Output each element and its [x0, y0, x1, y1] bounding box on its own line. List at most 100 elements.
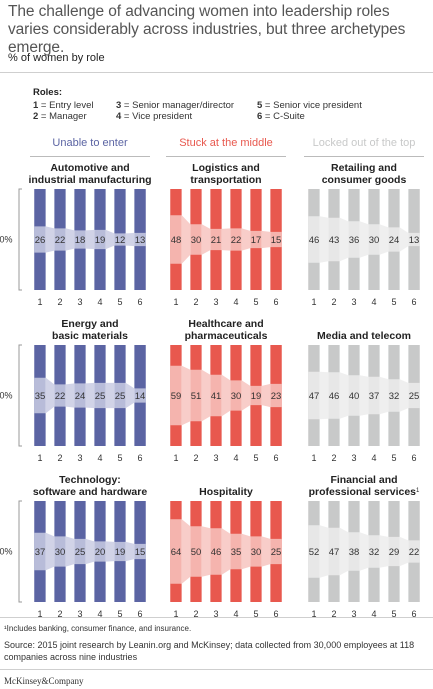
tick-label: 5 — [391, 297, 396, 307]
tick-label: 3 — [351, 297, 356, 307]
data-label: 47 — [309, 391, 320, 402]
tick-label: 6 — [137, 609, 142, 619]
data-label: 46 — [211, 547, 222, 558]
axis-label: 100% — [0, 235, 13, 245]
share-band-link — [359, 375, 369, 416]
tick-label: 5 — [117, 453, 122, 463]
data-label: 15 — [135, 547, 146, 558]
data-label: 13 — [409, 235, 420, 246]
chart-title-line: basic materials — [52, 330, 128, 342]
tick-label: 6 — [273, 609, 278, 619]
data-label: 26 — [35, 235, 46, 246]
tick-label: 2 — [331, 453, 336, 463]
column-divider — [30, 156, 150, 157]
data-label: 24 — [75, 391, 86, 402]
data-label: 47 — [329, 547, 340, 558]
data-label: 30 — [251, 547, 262, 558]
tick-label: 4 — [233, 297, 238, 307]
tick-label: 2 — [57, 453, 62, 463]
footnote: ¹Includes banking, consumer finance, and… — [4, 624, 192, 633]
tick-label: 1 — [311, 453, 316, 463]
share-band-link — [221, 228, 231, 251]
data-label: 35 — [35, 391, 46, 402]
axis-bracket — [18, 500, 22, 603]
share-band-link — [201, 526, 211, 577]
tick-label: 4 — [371, 453, 376, 463]
data-label: 32 — [389, 391, 400, 402]
data-label: 25 — [75, 547, 86, 558]
legend-label: = Senior manager/director — [121, 100, 235, 111]
share-band-link — [45, 532, 55, 571]
legend-heading: Roles: — [33, 87, 63, 98]
axis-bracket — [18, 188, 22, 291]
legend-label: = Entry level — [38, 100, 94, 111]
tick-label: 4 — [233, 609, 238, 619]
legend-num: 3 — [116, 100, 122, 111]
tick-label: 1 — [311, 297, 316, 307]
tick-label: 3 — [77, 297, 82, 307]
tick-label: 1 — [37, 453, 42, 463]
share-band-link — [181, 365, 191, 426]
column-divider — [304, 156, 424, 157]
tick-label: 2 — [57, 297, 62, 307]
share-band-link — [241, 228, 251, 251]
data-label: 48 — [171, 235, 182, 246]
data-label: 24 — [389, 235, 400, 246]
tick-label: 5 — [117, 297, 122, 307]
share-band-link — [379, 376, 389, 415]
tick-label: 1 — [37, 297, 42, 307]
tick-label: 4 — [97, 297, 102, 307]
share-band-link — [221, 374, 231, 417]
chart-title-line: Logistics and — [192, 162, 260, 174]
share-band-link — [105, 382, 115, 409]
tick-label: 4 — [233, 453, 238, 463]
tick-label: 1 — [311, 609, 316, 619]
chart-title-line: Energy and — [61, 318, 118, 330]
chart-title-line: Automotive and — [50, 162, 129, 174]
data-label: 22 — [231, 235, 242, 246]
data-label: 22 — [55, 235, 66, 246]
data-label: 46 — [309, 235, 320, 246]
tick-label: 4 — [371, 297, 376, 307]
share-band-link — [125, 382, 135, 409]
footnote-marker: 1 — [416, 488, 420, 494]
share-band-link — [379, 535, 389, 568]
data-label: 37 — [369, 391, 380, 402]
data-label: 36 — [349, 235, 360, 246]
tick-label: 5 — [253, 297, 258, 307]
tick-label: 5 — [391, 453, 396, 463]
share-band-link — [65, 536, 75, 567]
share-band-link — [399, 536, 409, 567]
data-label: 32 — [369, 547, 380, 558]
chart-subtitle: % of women by role — [8, 52, 105, 64]
tick-label: 6 — [411, 297, 416, 307]
data-label: 37 — [35, 547, 46, 558]
legend-item-2: 2 = Manager — [33, 111, 87, 122]
share-band-link — [241, 533, 251, 570]
data-label: 12 — [115, 235, 126, 246]
chart-title-line: industrial manufacturing — [28, 174, 151, 186]
tick-label: 3 — [351, 609, 356, 619]
data-label: 25 — [271, 547, 282, 558]
data-label: 19 — [251, 391, 262, 402]
tick-label: 2 — [57, 609, 62, 619]
data-label: 15 — [271, 235, 282, 246]
share-band-link — [85, 538, 95, 565]
data-label: 19 — [95, 235, 106, 246]
column-divider — [166, 156, 286, 157]
legend-item-3: 3 = Senior manager/director — [116, 100, 234, 111]
data-label: 46 — [329, 391, 340, 402]
chart-title-line: Financial and — [330, 474, 397, 486]
source-note: Source: 2015 joint research by Leanin.or… — [4, 640, 415, 662]
data-label: 17 — [251, 235, 262, 246]
share-band-link — [319, 371, 329, 420]
data-label: 50 — [191, 547, 202, 558]
data-label: 25 — [115, 391, 126, 402]
tick-label: 1 — [37, 609, 42, 619]
brand-logo: McKinsey&Company — [4, 676, 84, 686]
tick-label: 1 — [173, 297, 178, 307]
legend-item-6: 6 = C-Suite — [257, 111, 305, 122]
share-band-link — [339, 217, 349, 262]
data-label: 64 — [171, 547, 182, 558]
data-label: 14 — [135, 391, 146, 402]
